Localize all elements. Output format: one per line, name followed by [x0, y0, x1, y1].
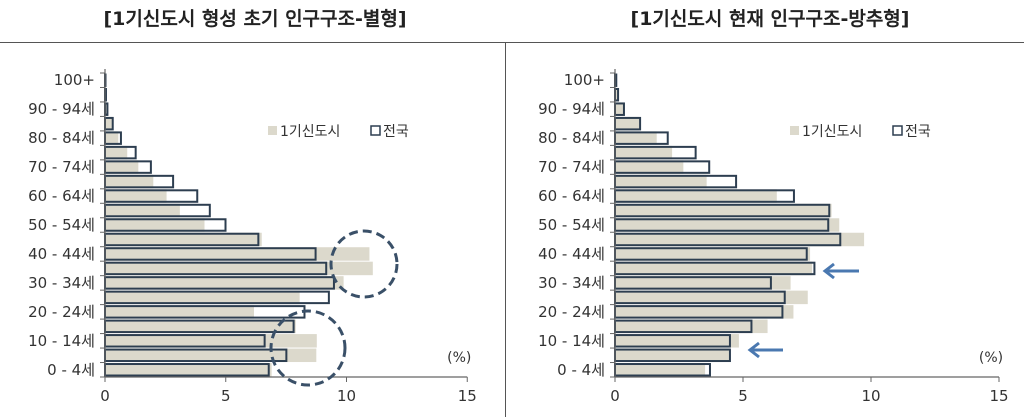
y-tick-label: 40 - 44세	[28, 245, 95, 263]
y-tick-label: 50 - 54세	[28, 216, 95, 234]
legend-swatch-outline	[370, 125, 381, 136]
bar-filled	[615, 261, 813, 276]
dashed-circle-annotation	[269, 309, 347, 387]
bar-filled	[615, 363, 706, 377]
y-tick-label: 10 - 14세	[538, 332, 605, 350]
bar-filled	[105, 160, 139, 174]
y-tick-label: 20 - 24세	[28, 303, 95, 321]
bar-filled	[615, 276, 791, 290]
bar-filled	[615, 218, 840, 232]
y-tick-label: 70 - 74세	[538, 158, 605, 176]
bar-filled	[105, 363, 272, 377]
x-tick-label: 10	[337, 387, 356, 405]
bar-filled	[615, 232, 865, 247]
y-tick-label: 0 - 4세	[47, 361, 95, 379]
y-tick-label: 30 - 34세	[538, 274, 605, 292]
bar-filled	[105, 305, 255, 319]
bar-filled	[615, 160, 684, 174]
bar-filled	[615, 348, 729, 363]
bar-filled	[615, 319, 768, 334]
bar-filled	[105, 261, 373, 276]
bar-filled	[615, 305, 794, 319]
bar-filled	[615, 102, 624, 116]
bar-filled	[105, 232, 262, 247]
y-tick-label: 30 - 34세	[28, 274, 95, 292]
y-tick-label: 100+	[54, 71, 95, 89]
bar-filled	[615, 87, 618, 102]
arrow-icon	[822, 262, 835, 280]
y-tick-label: 40 - 44세	[538, 245, 605, 263]
y-tick-label: 90 - 94세	[538, 100, 605, 118]
bar-filled	[615, 174, 707, 189]
legend-swatch-filled	[268, 126, 277, 135]
y-tick-label: 90 - 94세	[28, 100, 95, 118]
bar-filled	[105, 218, 205, 232]
x-tick-label: 0	[610, 387, 620, 405]
panel-divider	[505, 42, 506, 417]
y-tick-label: 10 - 14세	[28, 332, 95, 350]
y-tick-label: 60 - 64세	[538, 187, 605, 205]
y-tick-label: 60 - 64세	[28, 187, 95, 205]
bar-filled	[105, 131, 119, 145]
bar-filled	[105, 348, 317, 363]
bar-filled	[105, 290, 300, 305]
bar-filled	[615, 189, 777, 203]
y-tick-label: 70 - 74세	[28, 158, 95, 176]
dashed-circle-annotation	[329, 229, 399, 299]
bar-filled	[105, 334, 317, 348]
x-tick-label: 15	[989, 387, 1008, 405]
x-tick-label: 5	[738, 387, 748, 405]
bar-filled	[105, 145, 128, 160]
title-divider	[0, 42, 1024, 43]
bar-filled	[615, 131, 657, 145]
legend-label: 1기신도시	[280, 124, 340, 140]
bar-filled	[105, 319, 296, 334]
y-tick-label: 100+	[564, 71, 605, 89]
bar-filled	[615, 203, 832, 218]
y-tick-label: 20 - 24세	[538, 303, 605, 321]
bar-filled	[105, 174, 154, 189]
bar-filled	[615, 334, 739, 348]
left-chart-title: [1기신도시 형성 초기 인구구조-별형]	[103, 8, 407, 30]
legend-label: 전국	[383, 124, 409, 140]
bar-filled	[105, 102, 108, 116]
unit-label: (%)	[979, 350, 1003, 366]
legend-label: 1기신도시	[802, 124, 862, 140]
legend-swatch-filled	[790, 126, 799, 135]
legend-label: 전국	[905, 124, 931, 140]
y-tick-label: 80 - 84세	[538, 129, 605, 147]
bar-filled	[105, 116, 113, 131]
x-tick-label: 0	[100, 387, 110, 405]
y-tick-label: 0 - 4세	[557, 361, 605, 379]
x-tick-label: 10	[861, 387, 880, 405]
x-tick-label: 5	[221, 387, 231, 405]
bar-filled	[615, 116, 640, 131]
bar-filled	[105, 247, 370, 261]
x-tick-label: 15	[458, 387, 477, 405]
bar-filled	[615, 290, 808, 305]
legend-swatch-outline	[892, 125, 903, 136]
y-tick-label: 80 - 84세	[28, 129, 95, 147]
right-chart-title: [1기신도시 현재 인구구조-방추형]	[630, 8, 910, 30]
bar-filled	[105, 203, 180, 218]
arrow-icon	[747, 341, 760, 359]
bar-filled	[615, 247, 811, 261]
bar-filled	[615, 145, 673, 160]
bar-filled	[105, 276, 344, 290]
unit-label: (%)	[447, 350, 471, 366]
y-tick-label: 50 - 54세	[538, 216, 605, 234]
bar-filled	[105, 189, 167, 203]
